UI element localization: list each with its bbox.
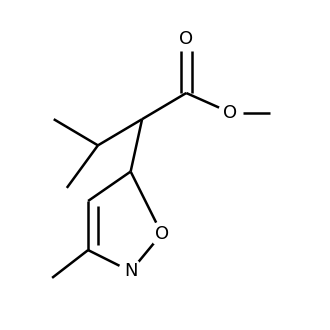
Text: O: O <box>179 30 193 48</box>
Text: O: O <box>155 225 169 243</box>
Text: N: N <box>124 262 137 280</box>
Text: O: O <box>223 104 238 122</box>
